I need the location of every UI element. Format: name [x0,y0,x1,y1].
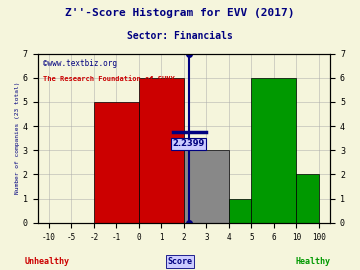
Y-axis label: Number of companies (23 total): Number of companies (23 total) [15,82,20,194]
Bar [139,78,184,223]
Text: The Research Foundation of SUNY: The Research Foundation of SUNY [43,76,175,82]
Text: 2.2399: 2.2399 [172,139,204,148]
Text: ©www.textbiz.org: ©www.textbiz.org [43,59,117,68]
Bar [94,102,139,223]
Bar [229,199,251,223]
Text: Unhealthy: Unhealthy [24,257,69,266]
Text: Score: Score [167,257,193,266]
Bar [251,78,297,223]
Text: Healthy: Healthy [296,257,331,266]
Text: Z''-Score Histogram for EVV (2017): Z''-Score Histogram for EVV (2017) [65,8,295,18]
Text: Sector: Financials: Sector: Financials [127,31,233,41]
Bar [297,174,319,223]
Bar [184,150,229,223]
